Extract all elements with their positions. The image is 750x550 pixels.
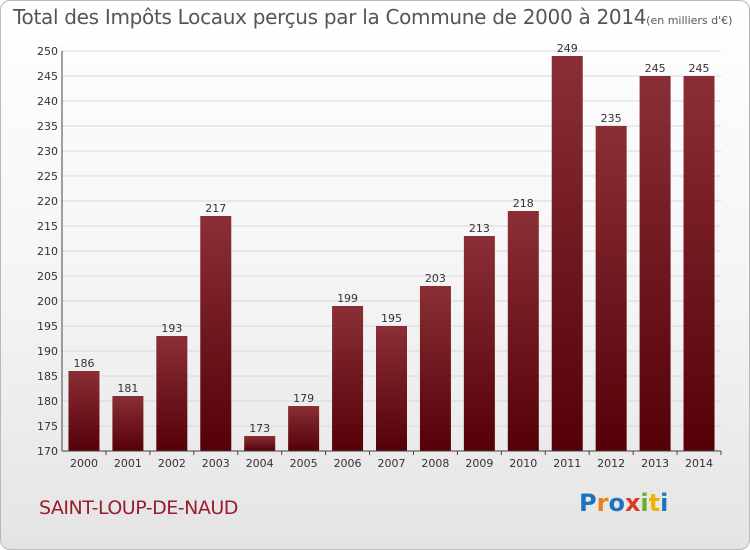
y-tick-label: 200 (37, 295, 58, 308)
data-label: 195 (381, 312, 402, 325)
y-tick-label: 240 (37, 95, 58, 108)
x-tick-label: 2013 (641, 457, 669, 470)
bar (683, 76, 715, 451)
x-tick-label: 2010 (509, 457, 537, 470)
y-tick-label: 245 (37, 70, 58, 83)
bar (156, 336, 188, 451)
y-tick-labels: 170 175 180 185 190 195 200 205 210 215 220 225 230 2… (37, 45, 58, 458)
bar (288, 406, 320, 451)
y-tick-label: 220 (37, 195, 58, 208)
bar (551, 56, 583, 451)
bar (244, 436, 276, 451)
bar (419, 286, 451, 451)
logo-letter: i (660, 489, 669, 517)
data-labels: 186 181 193 217 173 179 199 195 203 213 218 249 235 2… (73, 42, 709, 435)
y-tick-label: 195 (37, 320, 58, 333)
x-tick-label: 2003 (202, 457, 230, 470)
x-tick-label: 2005 (290, 457, 318, 470)
bar (200, 216, 232, 451)
y-tick-label: 235 (37, 120, 58, 133)
logo-letter: r (596, 489, 609, 517)
bar (332, 306, 364, 451)
logo-letter: P (579, 489, 597, 517)
data-label: 173 (249, 422, 270, 435)
x-tick-labels: 2000 2001 2002 2003 2004 2005 2006 2007 2008 2009… (70, 457, 713, 470)
bar (595, 126, 627, 451)
commune-name: SAINT-LOUP-DE-NAUD (39, 497, 238, 519)
y-tick-label: 205 (37, 270, 58, 283)
data-label: 193 (161, 322, 182, 335)
x-tick-label: 2008 (421, 457, 449, 470)
bar (112, 396, 144, 451)
data-label: 235 (601, 112, 622, 125)
data-label: 245 (645, 62, 666, 75)
x-tick-label: 2000 (70, 457, 98, 470)
logo-letter: t (648, 489, 661, 517)
data-label: 245 (689, 62, 710, 75)
x-tick-label: 2002 (158, 457, 186, 470)
y-tick-label: 215 (37, 220, 58, 233)
y-tick-label: 175 (37, 420, 58, 433)
x-tick-label: 2012 (597, 457, 625, 470)
data-label: 203 (425, 272, 446, 285)
y-tick-label: 225 (37, 170, 58, 183)
bar (463, 236, 495, 451)
y-tick-label: 180 (37, 395, 58, 408)
bar (639, 76, 671, 451)
bars (68, 56, 715, 451)
data-label: 199 (337, 292, 358, 305)
y-tick-label: 250 (37, 45, 58, 58)
y-tick-label: 230 (37, 145, 58, 158)
x-tick-label: 2009 (465, 457, 493, 470)
data-label: 217 (205, 202, 226, 215)
data-label: 218 (513, 197, 534, 210)
bar (68, 371, 100, 451)
y-tick-label: 170 (37, 445, 58, 458)
y-tick-label: 190 (37, 345, 58, 358)
x-tick-label: 2004 (246, 457, 274, 470)
axes (61, 51, 722, 455)
x-tick-label: 2001 (114, 457, 142, 470)
x-tick-label: 2014 (685, 457, 713, 470)
logo-letter: o (608, 489, 625, 517)
bar (507, 211, 539, 451)
x-tick-label: 2011 (553, 457, 581, 470)
x-tick-label: 2006 (334, 457, 362, 470)
chart-title-block: Total des Impôts Locaux perçus par la Co… (13, 5, 732, 29)
data-label: 181 (117, 382, 138, 395)
x-tick-label: 2007 (378, 457, 406, 470)
chart-title: Total des Impôts Locaux perçus par la Co… (13, 5, 647, 29)
data-label: 179 (293, 392, 314, 405)
data-label: 249 (557, 42, 578, 55)
chart-unit: (en milliers d'€) (646, 14, 733, 27)
y-tick-label: 210 (37, 245, 58, 258)
y-tick-label: 185 (37, 370, 58, 383)
bar (376, 326, 407, 451)
logo-letter: x (624, 489, 641, 517)
data-label: 186 (73, 357, 94, 370)
proxiti-logo: Proxiti (579, 489, 668, 517)
data-label: 213 (469, 222, 490, 235)
logo-letter: i (640, 489, 649, 517)
